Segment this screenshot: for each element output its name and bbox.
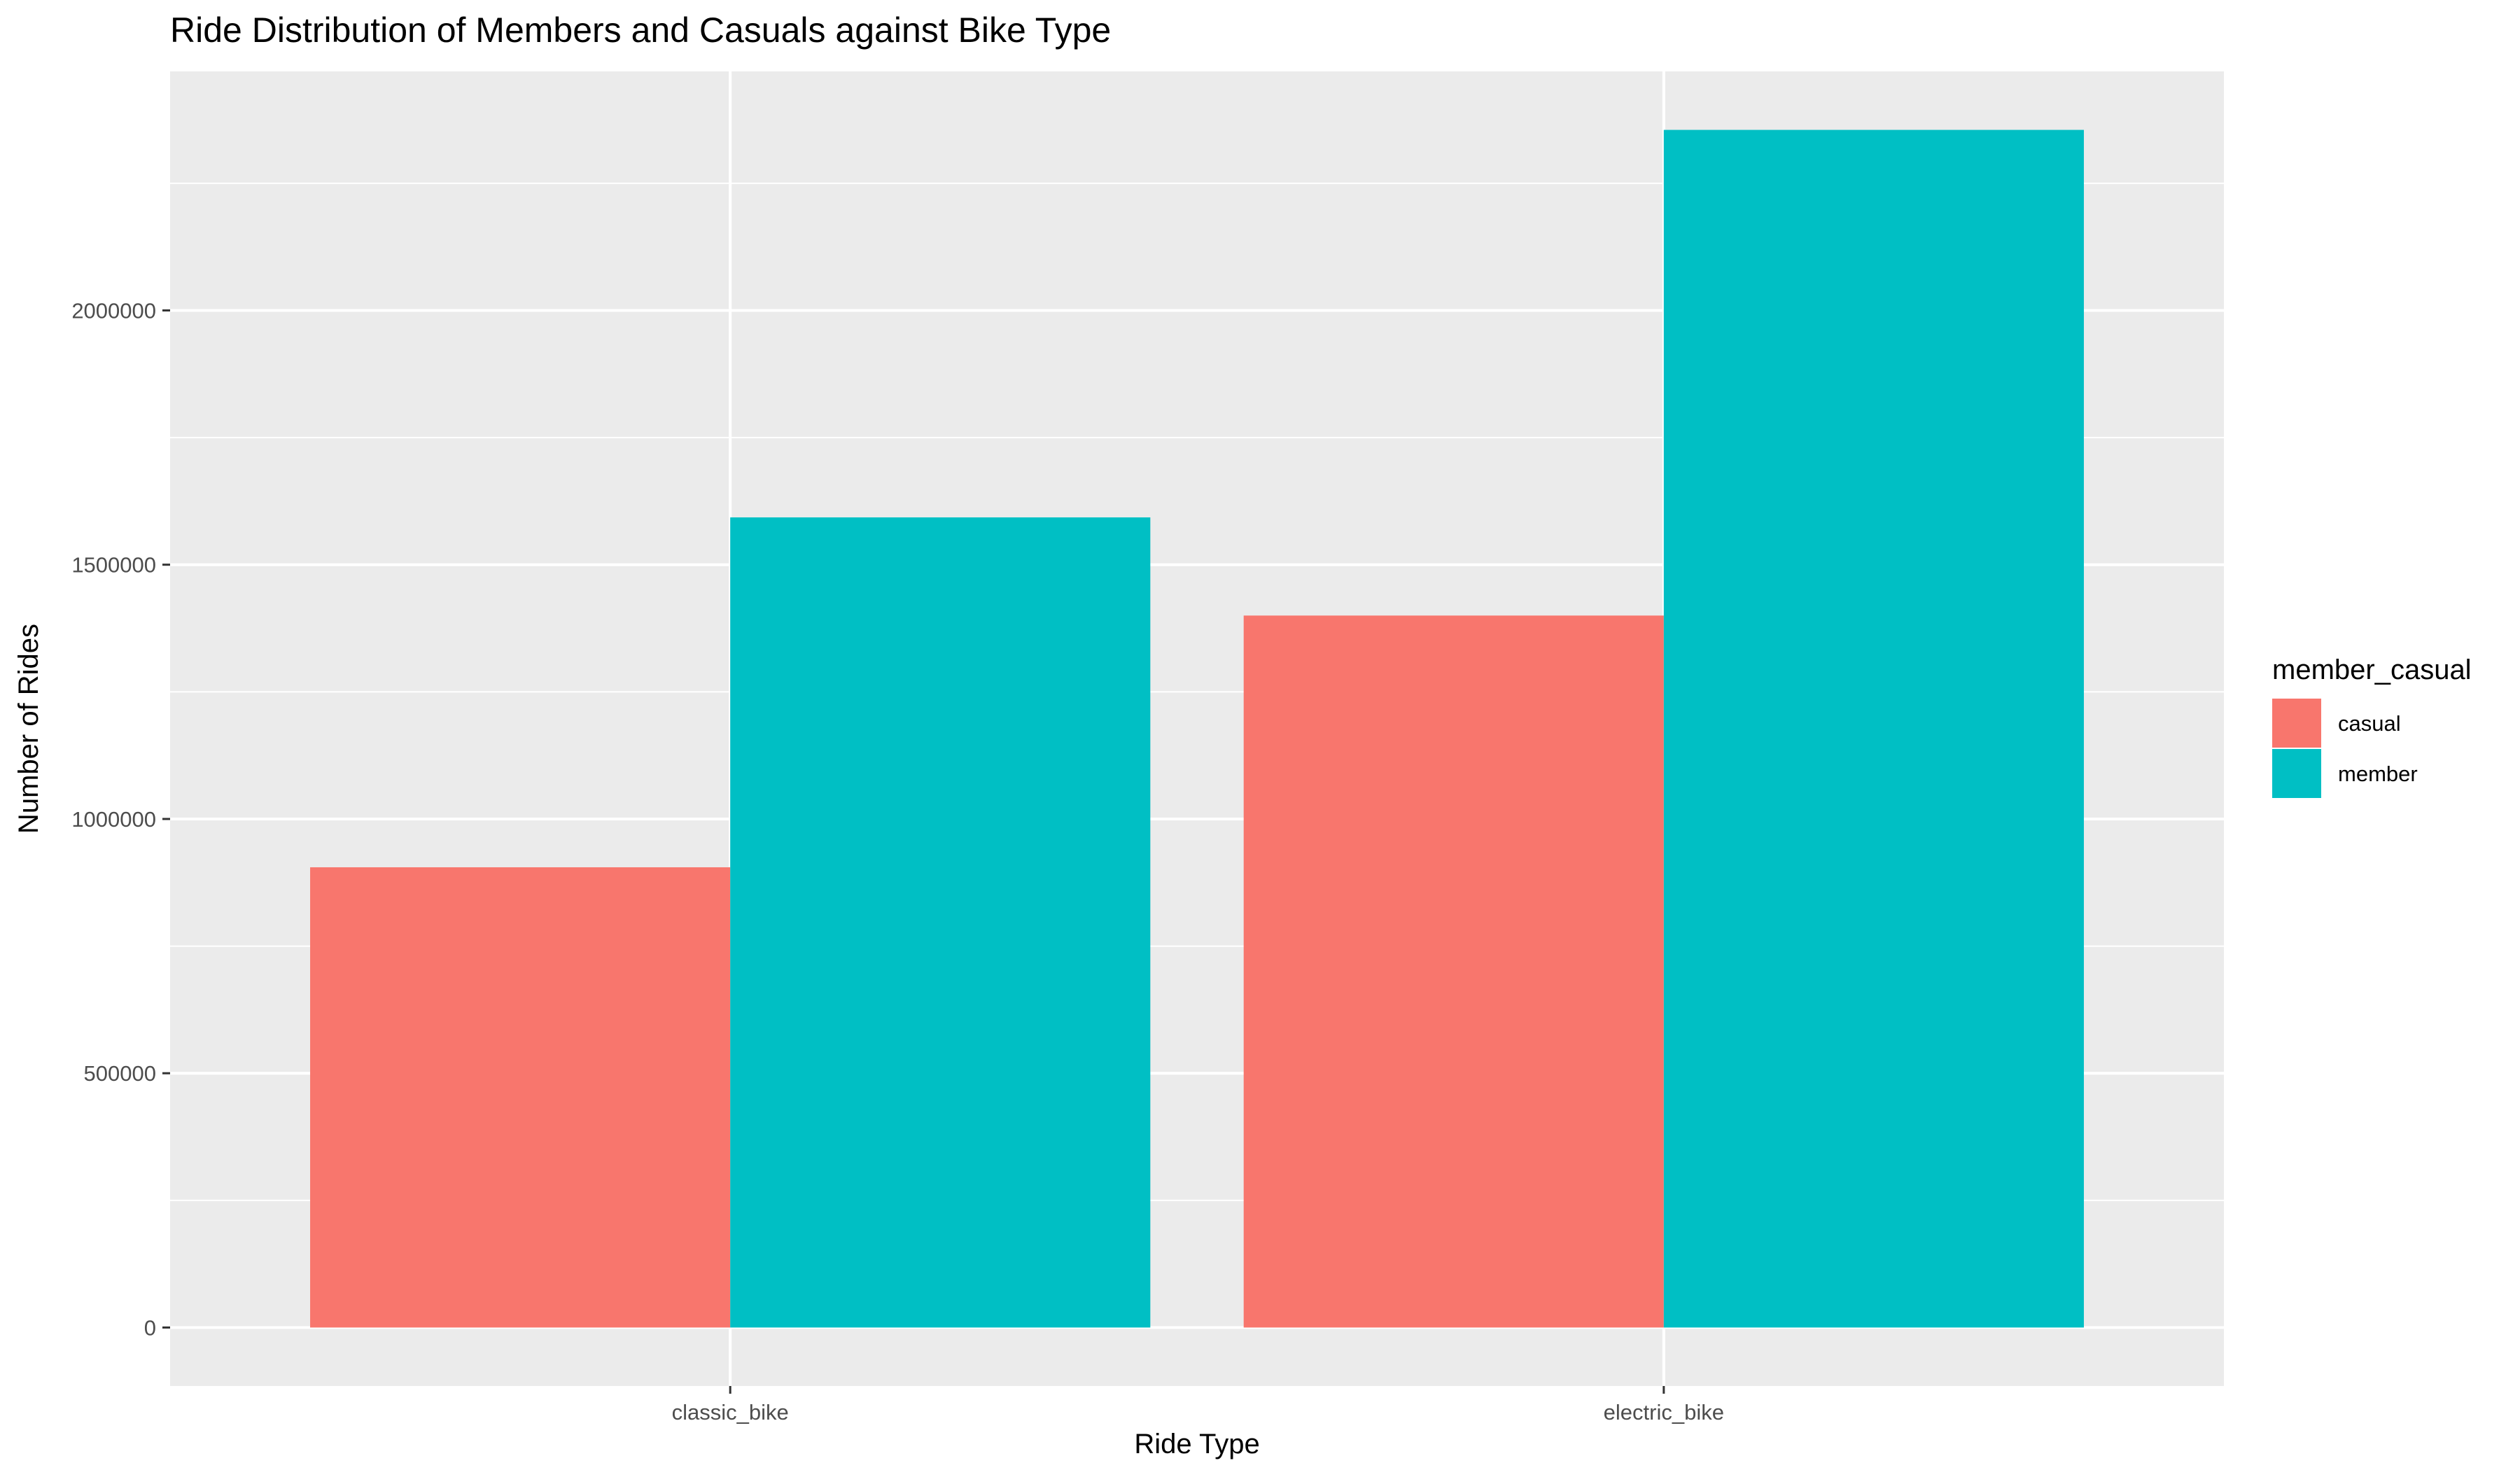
x-tick-label: classic_bike [672,1400,789,1424]
y-axis: 0 500000 1000000 1500000 2000000 [71,298,170,1340]
y-tick-label: 1000000 [71,807,156,832]
x-axis: classic_bike electric_bike [672,1386,1724,1424]
bar-casual-classic_bike [310,867,731,1328]
bar-member-classic_bike [730,517,1151,1328]
legend: member_casual casual member [2272,654,2472,798]
legend-label-member: member [2338,762,2418,786]
legend-items: casual member [2272,699,2418,798]
legend-key-casual [2272,699,2321,748]
y-tick-label: 500000 [84,1061,156,1086]
y-tick-label: 2000000 [71,298,156,323]
x-tick-label: electric_bike [1604,1400,1724,1424]
bar-member-electric_bike [1663,130,2084,1328]
y-axis-title: Number of Rides [13,624,44,834]
y-tick-label: 0 [144,1315,156,1340]
x-axis-title: Ride Type [1134,1429,1259,1460]
legend-label-casual: casual [2338,711,2401,736]
bars [310,130,2084,1328]
bar-casual-electric_bike [1243,615,1664,1328]
chart-title: Ride Distribution of Members and Casuals… [170,10,1111,50]
legend-key-member [2272,749,2321,798]
y-tick-label: 1500000 [71,553,156,578]
legend-title: member_casual [2272,654,2472,685]
